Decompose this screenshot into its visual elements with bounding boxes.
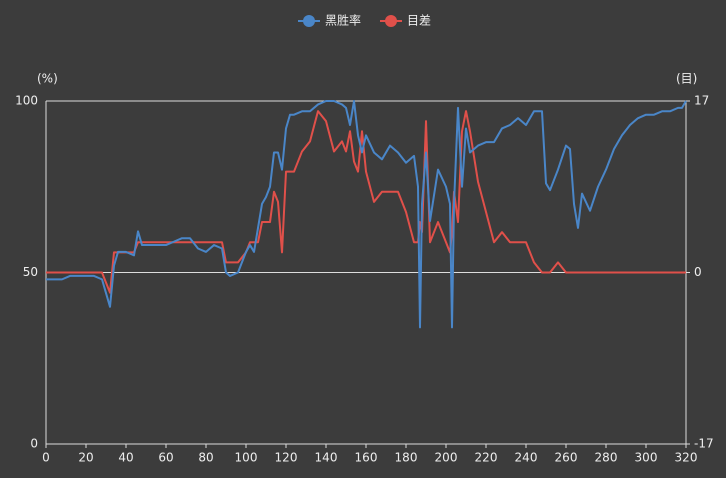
y2-tick-label: -17 bbox=[694, 437, 714, 451]
x-tick-label: 140 bbox=[315, 451, 338, 465]
x-tick-label: 240 bbox=[515, 451, 538, 465]
x-tick-label: 300 bbox=[635, 451, 658, 465]
x-tick-label: 180 bbox=[395, 451, 418, 465]
y-axis-label: (%) bbox=[37, 72, 58, 86]
x-tick-label: 260 bbox=[555, 451, 578, 465]
x-tick-label: 320 bbox=[675, 451, 698, 465]
x-tick-label: 0 bbox=[42, 451, 50, 465]
y2-tick-label: 0 bbox=[694, 265, 702, 279]
series-line bbox=[46, 110, 686, 294]
y-tick-label: 0 bbox=[30, 437, 38, 451]
x-tick-label: 220 bbox=[475, 451, 498, 465]
y-tick-label: 50 bbox=[23, 265, 38, 279]
legend-label: 目差 bbox=[407, 14, 431, 28]
legend-label: 黑胜率 bbox=[325, 13, 361, 28]
series-line bbox=[46, 100, 687, 329]
x-tick-label: 40 bbox=[118, 451, 133, 465]
x-tick-label: 200 bbox=[435, 451, 458, 465]
x-tick-label: 60 bbox=[158, 451, 173, 465]
legend-marker bbox=[303, 15, 315, 27]
x-tick-label: 80 bbox=[198, 451, 213, 465]
y2-axis-label: (目) bbox=[676, 72, 697, 86]
x-tick-label: 100 bbox=[235, 451, 258, 465]
y2-tick-label: 17 bbox=[694, 94, 709, 108]
x-tick-label: 20 bbox=[78, 451, 93, 465]
y-tick-label: 100 bbox=[15, 94, 38, 108]
legend-marker bbox=[385, 15, 397, 27]
x-tick-label: 120 bbox=[275, 451, 298, 465]
x-tick-label: 160 bbox=[355, 451, 378, 465]
x-tick-label: 280 bbox=[595, 451, 618, 465]
